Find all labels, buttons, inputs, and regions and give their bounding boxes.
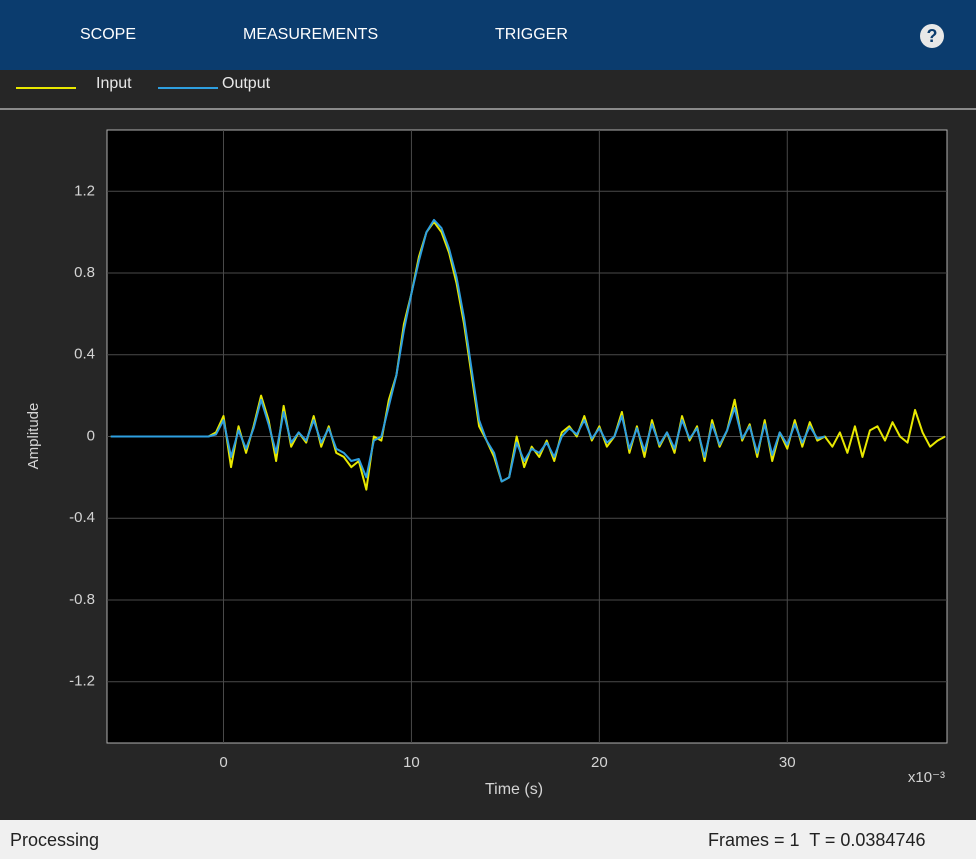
status-left: Processing (10, 830, 100, 850)
y-tick-label: 1.2 (74, 182, 95, 199)
x-tick-label: 10 (403, 754, 420, 771)
chart: Amplitude Time (s) x10⁻³ -1.2 -0.8 -0.4 0 0.… (0, 110, 976, 820)
x-tick-label: 0 (219, 754, 227, 771)
tab[interactable]: TRIGGER (495, 26, 568, 43)
help-button[interactable]: ? (920, 24, 944, 48)
series-line (110, 218, 826, 483)
status-right: Frames = 1 T = 0.0384746 (708, 830, 926, 850)
y-tick-label: 0.8 (74, 264, 95, 281)
legend-label: Output (222, 75, 271, 92)
x-exponent: x10⁻³ (908, 769, 945, 786)
tab[interactable]: MEASUREMENTS (243, 26, 379, 43)
y-tick-label: -0.4 (69, 509, 95, 526)
y-tick-label: -1.2 (69, 673, 95, 690)
toolbar: SCOPE MEASUREMENTS TRIGGER ? (0, 0, 976, 70)
legend: Input Output (0, 70, 976, 110)
tab[interactable]: SCOPE (80, 26, 137, 43)
x-tick-label: 30 (779, 754, 796, 771)
legend-swatch (16, 87, 76, 89)
y-axis-label: Amplitude (25, 403, 42, 470)
y-tick-label: -0.8 (69, 591, 95, 608)
status-bar: Processing Frames = 1 T = 0.0384746 (0, 820, 976, 859)
legend-label: Input (96, 75, 132, 92)
y-tick-label: 0.4 (74, 346, 95, 363)
x-tick-label: 20 (591, 754, 608, 771)
y-tick-label: 0 (87, 427, 95, 444)
x-axis-label: Time (s) (485, 781, 543, 798)
legend-swatch (158, 87, 218, 89)
